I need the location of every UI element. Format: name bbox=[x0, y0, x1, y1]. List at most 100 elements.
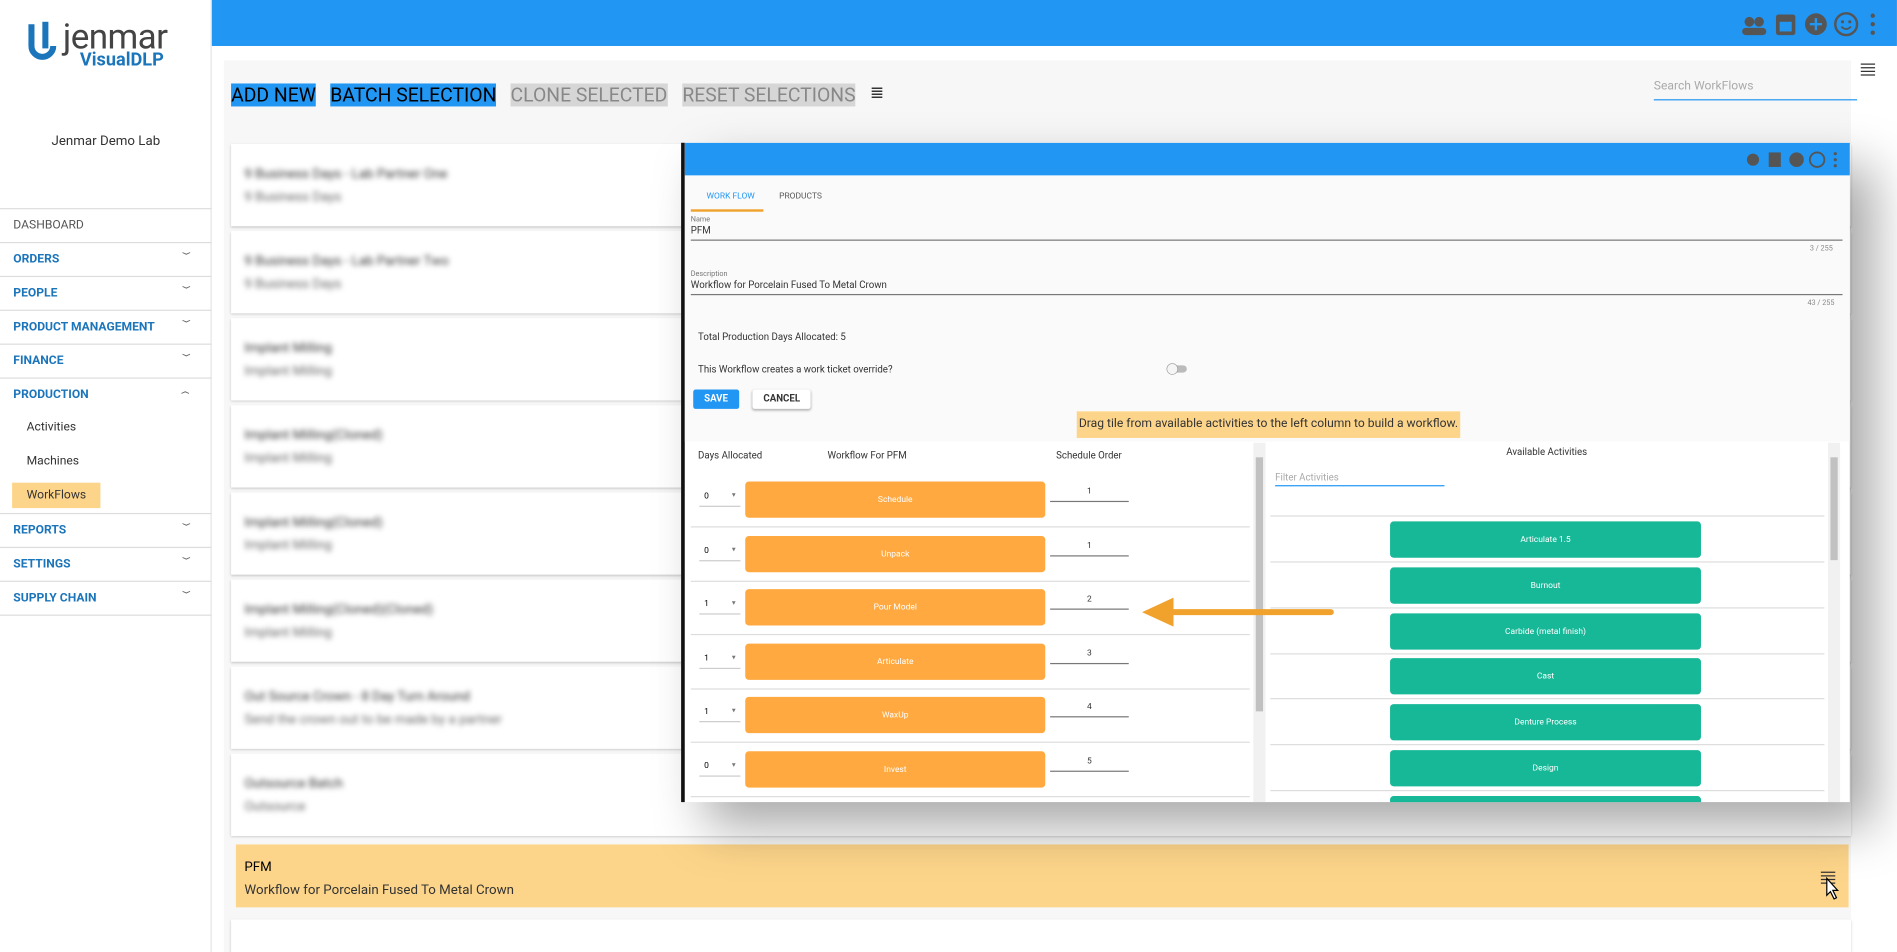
name-field[interactable]: PFM bbox=[690, 225, 1843, 241]
tab-indicator bbox=[690, 209, 764, 212]
top-icons[interactable] bbox=[1740, 11, 1885, 38]
toolbar-button[interactable]: RESET SELECTIONS bbox=[682, 83, 856, 107]
nav-item[interactable]: PEOPLE › bbox=[0, 275, 212, 310]
workflow-tile[interactable]: Articulate bbox=[745, 643, 1046, 680]
workflow-tile[interactable]: Schedule bbox=[745, 481, 1046, 518]
nav-item[interactable]: DASHBOARD bbox=[0, 208, 212, 242]
workflow-desc: Outsource bbox=[244, 798, 306, 815]
nav-item[interactable]: PRODUCTION › bbox=[0, 377, 212, 411]
days-select[interactable]: 1 ▾ bbox=[699, 599, 741, 615]
nav-item[interactable]: Machines bbox=[0, 445, 212, 479]
nav-item[interactable]: PRODUCT MANAGEMENT › bbox=[0, 309, 212, 344]
field-label: Description bbox=[690, 269, 728, 279]
workflow-tile[interactable]: WaxUp bbox=[745, 697, 1046, 734]
workflow-title: 9 Business Days - Lab Partner One bbox=[244, 165, 448, 182]
order-field[interactable]: 1 bbox=[1050, 540, 1129, 557]
row-divider bbox=[690, 580, 1250, 582]
chevron: › bbox=[175, 522, 197, 527]
menu-icon[interactable] bbox=[1860, 63, 1876, 78]
order-field[interactable]: 5 bbox=[1050, 756, 1129, 772]
nav-label: PRODUCTION bbox=[13, 388, 89, 402]
column-header: Workflow For PFM bbox=[827, 450, 907, 461]
scrollbar[interactable] bbox=[1828, 442, 1841, 803]
chevron: › bbox=[175, 319, 197, 324]
activity-tile[interactable] bbox=[1390, 795, 1701, 803]
tab[interactable]: PRODUCTS bbox=[779, 191, 822, 201]
available-title: Available Activities bbox=[1506, 446, 1588, 458]
nav-item[interactable]: WorkFlows bbox=[0, 479, 212, 513]
workflow-desc: Implant Milling bbox=[244, 624, 333, 640]
workflow-desc: Implant Milling bbox=[244, 450, 333, 466]
chevron: › bbox=[175, 590, 197, 595]
row-divider bbox=[1270, 698, 1825, 700]
order-field[interactable]: 1 bbox=[1050, 486, 1129, 503]
search[interactable]: Search WorkFlows bbox=[1653, 80, 1858, 101]
logo-mark bbox=[28, 21, 57, 60]
nav-label: SUPPLY CHAIN bbox=[13, 591, 97, 605]
selected-workflow[interactable]: PFM Workflow for Porcelain Fused To Meta… bbox=[235, 844, 1849, 908]
nav-item[interactable]: Activities bbox=[0, 411, 212, 445]
workflow-tile[interactable]: Pour Model bbox=[745, 589, 1046, 626]
workflow-tile[interactable]: Unpack bbox=[745, 535, 1046, 572]
workflow-title: Implant Milling(Cloned) bbox=[244, 514, 383, 530]
desc-field[interactable]: Workflow for Porcelain Fused To Metal Cr… bbox=[690, 279, 1843, 296]
modal-icons[interactable] bbox=[1746, 151, 1844, 168]
activity-tile[interactable]: Burnout bbox=[1390, 567, 1701, 604]
nav-label: ORDERS bbox=[13, 252, 60, 267]
hint: Drag tile from available activities to t… bbox=[1076, 411, 1461, 438]
workflow-desc: 9 Business Days bbox=[244, 188, 342, 205]
nav-label: SETTINGS bbox=[13, 557, 71, 572]
nav-item[interactable]: SUPPLY CHAIN › bbox=[0, 580, 212, 615]
workflow-title: Out Source Crown - 8 Day Turn Around bbox=[244, 688, 470, 705]
menu-icon[interactable]: ≣ bbox=[869, 83, 885, 103]
toolbar-button[interactable]: ADD NEW bbox=[231, 83, 316, 107]
cancel-button[interactable]: CANCEL bbox=[752, 389, 811, 409]
activity-tile[interactable]: Design bbox=[1390, 750, 1701, 787]
activity-tile[interactable]: Cast bbox=[1390, 658, 1701, 695]
row-divider bbox=[690, 688, 1250, 690]
order-field[interactable]: 3 bbox=[1050, 648, 1129, 664]
scrollbar[interactable] bbox=[1253, 442, 1266, 803]
top-bar bbox=[211, 0, 1897, 46]
tab[interactable]: WORK FLOW bbox=[706, 191, 755, 201]
days-select[interactable]: 0 ▾ bbox=[699, 761, 741, 777]
chevron: › bbox=[175, 251, 197, 256]
activity-tile[interactable]: Articulate 1.5 bbox=[1390, 521, 1701, 558]
workflow-card[interactable] bbox=[231, 919, 1851, 952]
activity-tile[interactable]: Carbide (metal finish) bbox=[1390, 612, 1701, 650]
days-select[interactable]: 1 ▾ bbox=[699, 653, 741, 669]
order-field[interactable]: 2 bbox=[1050, 594, 1129, 610]
nav-item[interactable]: SETTINGS › bbox=[0, 546, 212, 581]
workflow-desc: Send the crown out to be made by a partn… bbox=[244, 711, 502, 728]
workflow-tile[interactable]: Invest bbox=[745, 751, 1046, 788]
save-button[interactable]: SAVE bbox=[693, 389, 739, 409]
field-label: Name bbox=[690, 215, 711, 224]
modal: Name PFM 3 / 255 Description Workflow fo… bbox=[681, 142, 1850, 803]
row-divider bbox=[1270, 744, 1825, 746]
row-divider bbox=[690, 634, 1250, 636]
row-divider bbox=[690, 526, 1250, 528]
order-field[interactable]: 4 bbox=[1050, 702, 1129, 718]
toolbar-button[interactable]: BATCH SELECTION bbox=[330, 83, 497, 107]
days-select[interactable]: 0 ▾ bbox=[699, 545, 741, 561]
toolbar-button[interactable]: CLONE SELECTED bbox=[510, 83, 668, 107]
row-divider bbox=[1270, 561, 1825, 563]
lab-name: Jenmar Demo Lab bbox=[51, 133, 161, 149]
nav-label: PRODUCT MANAGEMENT bbox=[13, 320, 155, 334]
days-select[interactable]: 1 ▾ bbox=[699, 707, 741, 723]
nav-item[interactable]: ORDERS › bbox=[0, 241, 212, 276]
activity-tile[interactable]: Denture Process bbox=[1390, 704, 1701, 741]
sidebar: jenmar VisualDLP Jenmar Demo Lab DASHBOA… bbox=[0, 0, 212, 952]
nav-label: PEOPLE bbox=[13, 286, 58, 301]
nav-label: REPORTS bbox=[13, 523, 67, 538]
logo-text: jenmar bbox=[62, 16, 168, 59]
filter[interactable]: Filter Activities bbox=[1275, 472, 1445, 487]
workflow-title: 9 Business Days - Lab Partner Two bbox=[244, 252, 449, 269]
selected-desc: Workflow for Porcelain Fused To Metal Cr… bbox=[244, 881, 514, 898]
logo-sub: VisualDLP bbox=[79, 48, 164, 71]
days-select[interactable]: 0 ▾ bbox=[699, 491, 741, 507]
toggle[interactable] bbox=[1165, 363, 1189, 375]
nav-item[interactable]: FINANCE › bbox=[0, 343, 212, 378]
nav-item[interactable]: REPORTS › bbox=[0, 512, 212, 547]
workflow-title: Outsource Batch bbox=[244, 775, 343, 792]
